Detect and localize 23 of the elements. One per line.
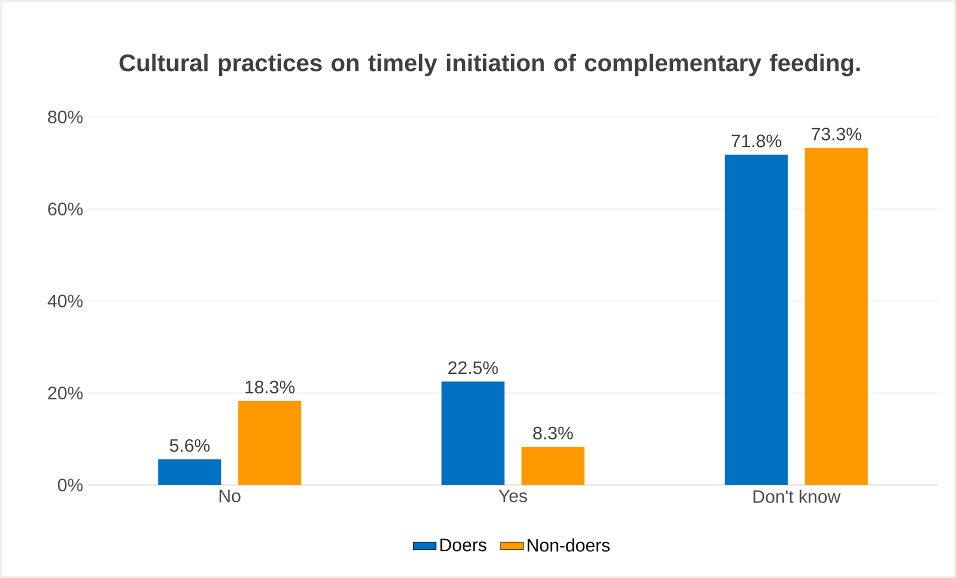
y-tick-label: 40%	[48, 294, 83, 308]
chart-title: Cultural practices on timely initiation of complementary feeding.	[120, 54, 860, 76]
data-label: 71.8%	[732, 134, 782, 148]
x-tick-label: No	[220, 490, 240, 502]
bar	[724, 154, 788, 485]
bar	[238, 400, 302, 485]
y-tick-label: 60%	[48, 202, 83, 216]
x-tick-label: Don't know	[754, 490, 841, 503]
data-label: 8.3%	[533, 426, 573, 440]
x-tick-label: Yes	[498, 490, 528, 502]
legend-label: Doers	[440, 538, 486, 552]
data-label: 22.5%	[448, 361, 498, 374]
bar	[158, 459, 222, 485]
data-label: 18.3%	[246, 380, 295, 394]
bar	[804, 148, 868, 485]
bar	[522, 446, 585, 485]
y-tick-label: 80%	[48, 110, 83, 124]
data-label: 73.3%	[812, 128, 862, 140]
data-label: 5.6%	[170, 439, 210, 452]
y-tick-label: 20%	[48, 386, 83, 400]
y-tick-label: 0%	[58, 478, 83, 492]
legend-label: Non-doers	[528, 538, 610, 552]
bar	[442, 382, 505, 485]
